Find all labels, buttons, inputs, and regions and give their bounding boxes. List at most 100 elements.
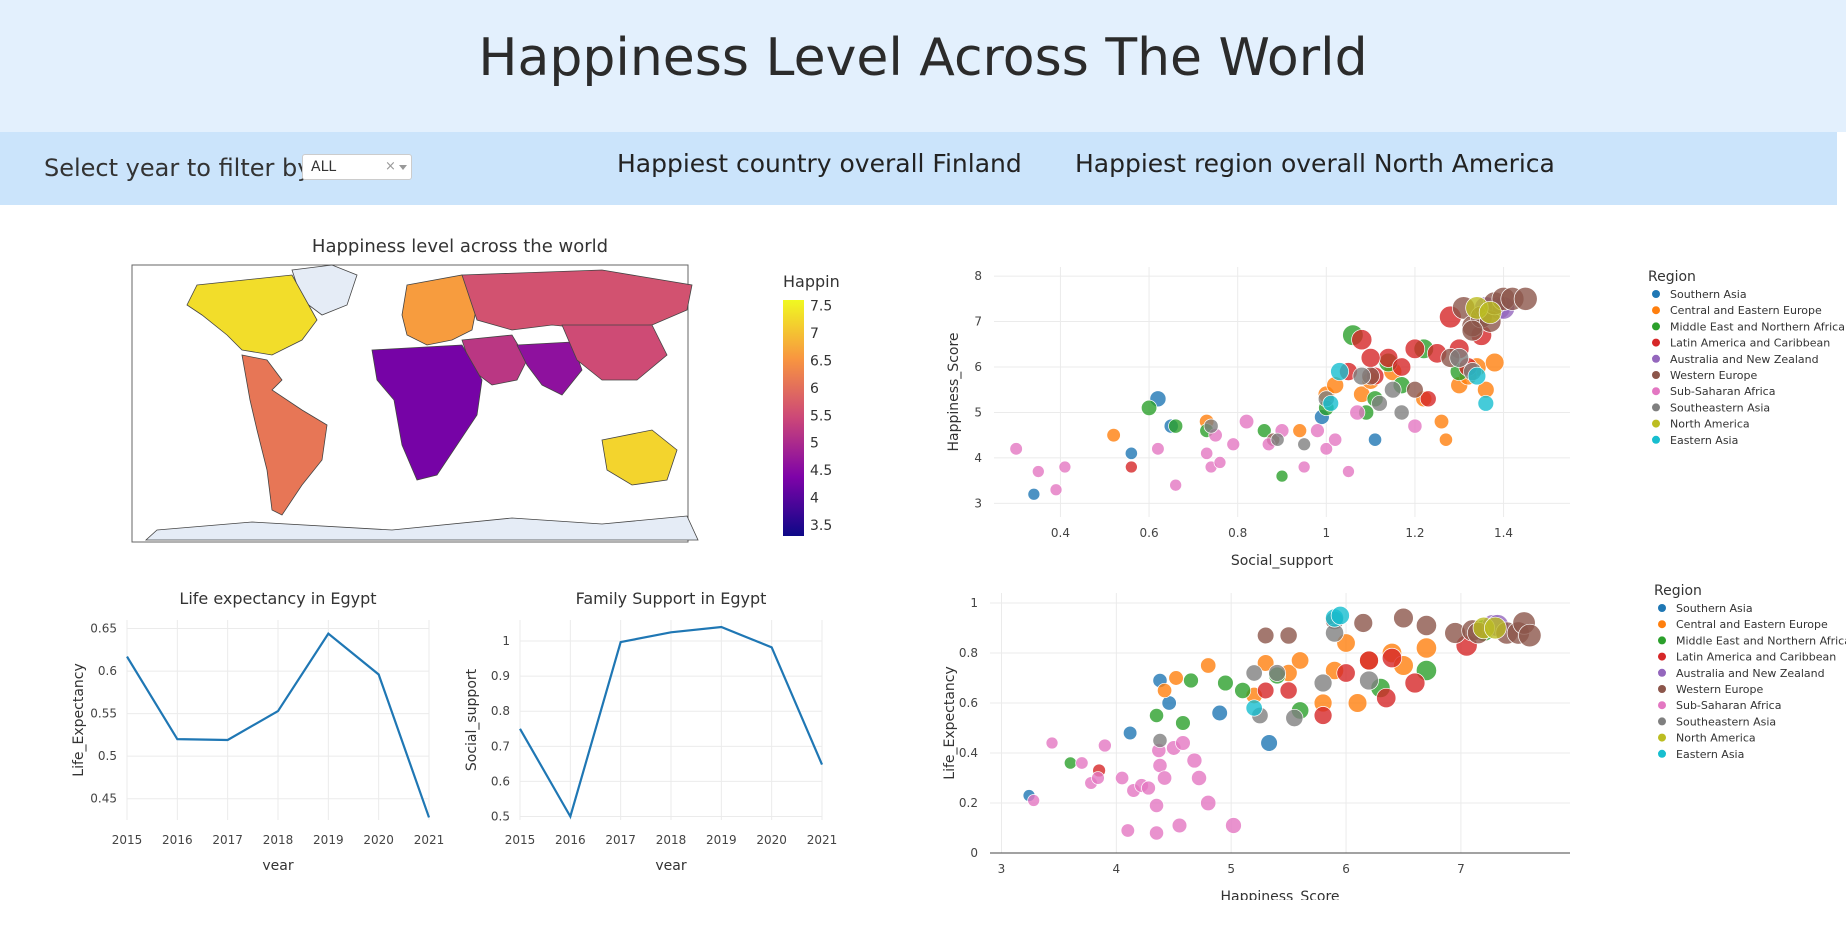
scatter-point[interactable] <box>1186 752 1203 769</box>
scatter-point[interactable] <box>1513 286 1538 311</box>
scatter-point[interactable] <box>1352 366 1371 386</box>
scatter-point[interactable] <box>1063 756 1077 770</box>
legend-marker[interactable] <box>1652 322 1660 331</box>
scatter-point[interactable] <box>1049 483 1063 497</box>
scatter-point[interactable] <box>1297 460 1311 474</box>
scatter-point[interactable] <box>1279 626 1298 645</box>
legend-entry[interactable]: Australia and New Zealand <box>1676 667 1825 680</box>
scatter-point[interactable] <box>1256 626 1275 645</box>
scatter-point[interactable] <box>1285 708 1304 728</box>
scatter-point[interactable] <box>1381 647 1403 669</box>
scatter-point[interactable] <box>1149 825 1164 841</box>
legend-entry[interactable]: North America <box>1670 418 1750 431</box>
scatter-point[interactable] <box>1297 437 1311 452</box>
legend-entry[interactable]: Sub-Saharan Africa <box>1670 385 1775 398</box>
scatter-point[interactable] <box>1268 664 1286 682</box>
scatter-point[interactable] <box>1256 423 1272 438</box>
legend-marker[interactable] <box>1658 685 1666 693</box>
scatter-point[interactable] <box>1461 319 1484 342</box>
scatter-point[interactable] <box>1091 771 1105 785</box>
scatter-point[interactable] <box>1106 428 1121 443</box>
scatter-point[interactable] <box>1393 607 1414 629</box>
scatter-point[interactable] <box>1120 823 1135 838</box>
scatter-point[interactable] <box>1245 664 1263 682</box>
legend-entry[interactable]: Sub-Saharan Africa <box>1676 699 1781 712</box>
scatter-point[interactable] <box>1245 699 1263 717</box>
scatter-point[interactable] <box>1484 616 1507 640</box>
scatter-point[interactable] <box>1359 670 1379 691</box>
legend-entry[interactable]: Eastern Asia <box>1676 748 1744 761</box>
legend-marker[interactable] <box>1652 354 1660 363</box>
scatter-point[interactable] <box>1238 413 1255 430</box>
scatter-point[interactable] <box>1169 478 1183 492</box>
scatter-point[interactable] <box>1191 770 1207 786</box>
scatter-point[interactable] <box>1058 460 1072 474</box>
scatter-point[interactable] <box>1151 442 1165 456</box>
scatter-point[interactable] <box>1393 404 1410 421</box>
scatter-point[interactable] <box>1336 663 1356 683</box>
scatter-point[interactable] <box>1477 395 1495 412</box>
scatter-point[interactable] <box>1449 348 1470 368</box>
legend-entry[interactable]: Western Europe <box>1670 369 1758 382</box>
legend-marker[interactable] <box>1658 717 1666 726</box>
scatter-1-svg[interactable]: 0.4 0.6 0.8 1 1.2 1.4 3 4 5 6 7 8 Social_support Happ… <box>940 255 1846 570</box>
scatter-point[interactable] <box>1279 681 1298 700</box>
scatter-point[interactable] <box>1368 432 1383 447</box>
scatter-point[interactable] <box>1349 404 1366 421</box>
line-2-svg[interactable]: Family Support in Egypt 2015 2016 2017 2018 2… <box>455 580 845 874</box>
legend-entry[interactable]: Western Europe <box>1676 683 1764 696</box>
legend-entry[interactable]: Southeastern Asia <box>1670 401 1770 414</box>
scatter-point[interactable] <box>1125 460 1138 474</box>
scatter-point[interactable] <box>1371 395 1388 412</box>
scatter-point[interactable] <box>1407 418 1423 434</box>
scatter-point[interactable] <box>1438 432 1453 447</box>
scatter-point[interactable] <box>1313 673 1333 693</box>
scatter-point[interactable] <box>1392 357 1412 377</box>
map-svg[interactable]: Happiness level across the world Happine… <box>120 230 919 550</box>
scatter-point[interactable] <box>1171 817 1188 834</box>
scatter-point[interactable] <box>1359 650 1379 671</box>
scatter-point[interactable] <box>1478 300 1502 324</box>
legend-entry[interactable]: Central and Eastern Europe <box>1676 618 1828 631</box>
scatter-point[interactable] <box>1275 469 1289 483</box>
map-region-africa[interactable] <box>371 344 483 481</box>
legend-marker[interactable] <box>1658 652 1666 661</box>
legend-marker[interactable] <box>1658 636 1666 645</box>
scatter-point[interactable] <box>1319 442 1333 456</box>
scatter-point[interactable] <box>1330 362 1349 381</box>
scatter-point[interactable] <box>1211 704 1228 722</box>
scatter-point[interactable] <box>1149 708 1164 723</box>
legend-entry[interactable]: Eastern Asia <box>1670 434 1738 447</box>
scatter-point[interactable] <box>1217 674 1234 692</box>
map-region-russia[interactable] <box>461 269 693 331</box>
map-region-north-america[interactable] <box>186 274 318 356</box>
scatter-point[interactable] <box>1175 715 1191 731</box>
legend-entry[interactable]: Southern Asia <box>1676 602 1753 615</box>
scatter-point[interactable] <box>1200 657 1217 674</box>
scatter-point[interactable] <box>1351 329 1373 351</box>
legend-entry[interactable]: Southern Asia <box>1670 288 1747 301</box>
scatter-point[interactable] <box>1310 423 1325 438</box>
scatter-point[interactable] <box>1467 366 1487 386</box>
legend-marker[interactable] <box>1658 701 1666 710</box>
scatter-point[interactable] <box>1376 687 1397 709</box>
scatter-point[interactable] <box>1225 817 1242 834</box>
scatter-point[interactable] <box>1168 670 1184 686</box>
scatter-point[interactable] <box>1256 681 1275 700</box>
scatter-point[interactable] <box>1149 798 1164 813</box>
legend-entry[interactable]: Australia and New Zealand <box>1670 353 1819 366</box>
chevron-down-icon[interactable] <box>399 165 407 170</box>
scatter-point[interactable] <box>1360 348 1381 368</box>
legend-marker[interactable] <box>1658 620 1666 629</box>
scatter-point[interactable] <box>1045 736 1059 750</box>
scatter-point[interactable] <box>1328 432 1343 447</box>
scatter-point[interactable] <box>1122 725 1138 741</box>
scatter-point[interactable] <box>1213 456 1227 469</box>
legend-marker[interactable] <box>1658 668 1666 677</box>
scatter-point[interactable] <box>1404 672 1426 694</box>
map-region-latin-america[interactable] <box>241 354 328 516</box>
legend-entry[interactable]: Southeastern Asia <box>1676 715 1776 728</box>
scatter-point[interactable] <box>1027 487 1041 501</box>
legend-marker[interactable] <box>1652 435 1660 444</box>
map-region-antarctica[interactable] <box>144 515 699 541</box>
